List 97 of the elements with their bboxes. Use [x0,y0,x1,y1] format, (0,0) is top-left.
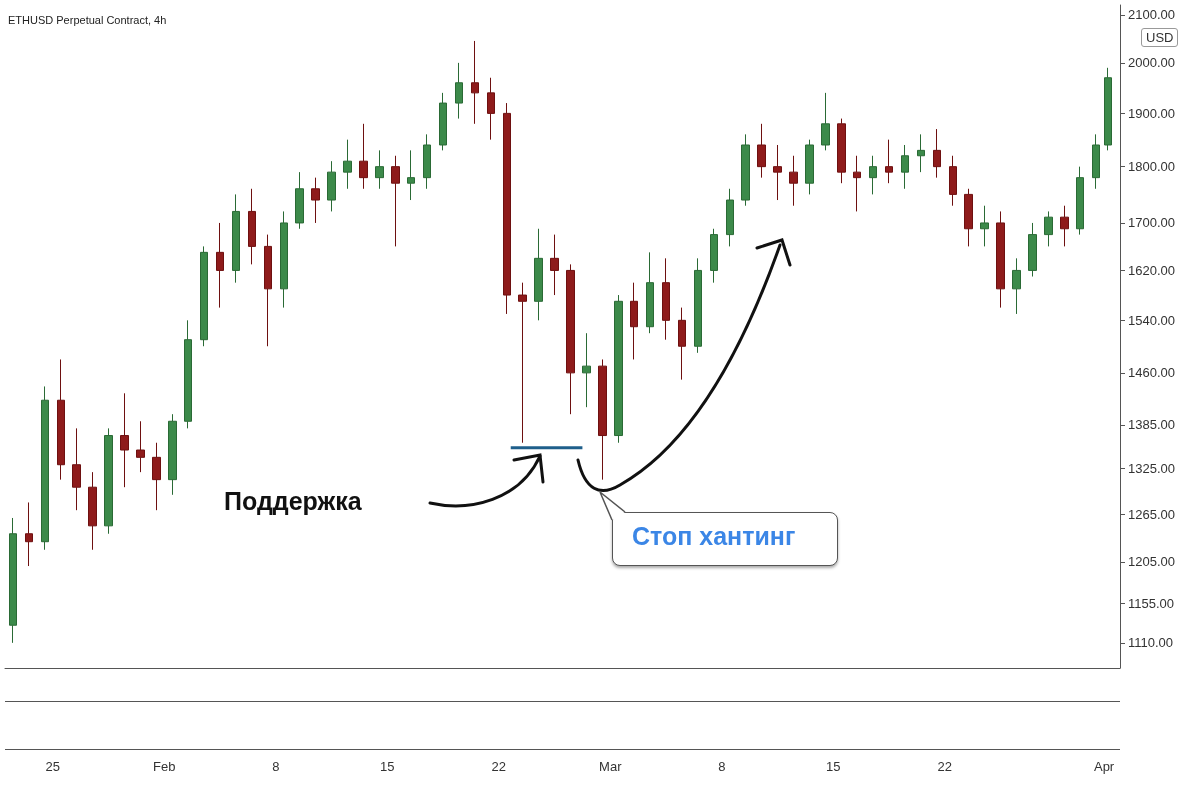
y-tick-label: 1265.00 [1128,506,1175,522]
candlestick [503,102,511,315]
y-tick-label: 1110.00 [1128,635,1174,651]
candlestick [741,133,750,207]
candlestick [184,319,192,429]
candlestick [295,171,304,230]
candlestick [1076,166,1084,236]
candlestick [1028,222,1037,278]
candlestick [1044,210,1053,247]
candlestick [200,245,208,347]
y-tick-label: 1155.00 [1128,596,1175,612]
candlestick [248,188,256,265]
candlestick [885,139,893,184]
candlestick [869,155,877,195]
candlestick [901,144,909,190]
y-tick-label: 1205.00 [1128,554,1175,570]
candlestick [88,471,97,551]
candlestick [280,210,288,309]
candlestick [232,193,240,284]
candlestick [980,205,989,247]
candlestick [949,155,957,207]
candlestick [662,257,670,341]
candlestick [630,282,638,360]
candlestick [439,92,447,151]
x-tick-label: 15 [380,759,395,774]
x-tick-label: 8 [718,759,726,774]
candlestick [933,128,941,179]
annotation: Поддержка [224,487,362,516]
candlestick [726,188,734,247]
candlestick [964,188,973,247]
x-tick-label: 25 [45,759,61,774]
x-tick-label: 22 [937,759,953,774]
x-tick-label: 8 [272,759,280,774]
y-tick-label: 1800.00 [1128,159,1175,175]
x-tick-label: 22 [491,759,507,774]
candlestick [710,228,718,284]
candlestick [1060,205,1069,247]
candlestick [168,413,177,496]
text: USD [1141,28,1179,47]
candlestick [550,234,559,296]
y-tick-label: 1385.00 [1128,417,1175,433]
candlestick [566,263,575,415]
candlestick [694,257,702,354]
candlestick [917,133,925,173]
candlestick [343,139,352,190]
y-tick-label: 1540.00 [1128,312,1175,328]
candlestick [534,228,543,321]
candlestick [773,144,782,201]
candlestick [614,294,623,444]
candlestick [805,139,814,195]
y-tick-label: 2000.00 [1128,55,1175,71]
x-tick-label: 15 [826,759,841,774]
candlestick [375,149,384,190]
candlestick [487,77,495,141]
candlestick [471,40,479,125]
candlestick [104,427,113,535]
candlestick [311,177,320,224]
candlestick [264,234,272,347]
y-tick-label: 1700.00 [1128,215,1175,231]
candlestick [678,307,686,381]
candlestick [327,160,336,212]
y-tick-label: 1620.00 [1128,262,1175,278]
x-tick-label: Mar [599,759,623,774]
candlestick [120,392,129,488]
y-tick-label: 1460.00 [1128,365,1175,381]
y-tick-label: 2100.00 [1128,7,1175,23]
y-tick-label: 1900.00 [1128,105,1175,121]
candlestick [646,251,654,334]
x-tick-label: Apr [1093,759,1115,774]
candlestick [821,92,830,151]
candlestick [837,118,846,184]
candlestick [757,123,766,179]
candlestick [57,358,65,481]
candlestick [72,427,81,511]
candlestick [391,155,400,247]
text: ETHUSD Perpetual Contract, 4h [8,14,167,26]
candlestick [152,442,161,511]
candlestick [789,155,798,207]
candlestick [41,385,49,551]
candlestick [598,358,607,481]
x-tick-label: Feb [153,759,176,774]
candlestick [853,155,861,212]
candlestick [359,123,368,190]
candlestick [996,210,1005,309]
candlestick [518,282,527,444]
candlestick [455,62,463,120]
candlestick [582,332,591,408]
candlestick [1092,133,1100,190]
candlestick [25,501,33,567]
candlestick [216,222,224,309]
annotation: Стоп хантинг [632,522,796,551]
candlestick [136,420,145,473]
y-tick-label: 1325.00 [1128,460,1175,476]
candlestick [423,133,431,190]
candlestick [1012,257,1021,315]
candlestick [407,149,415,201]
candlestick [9,517,17,644]
